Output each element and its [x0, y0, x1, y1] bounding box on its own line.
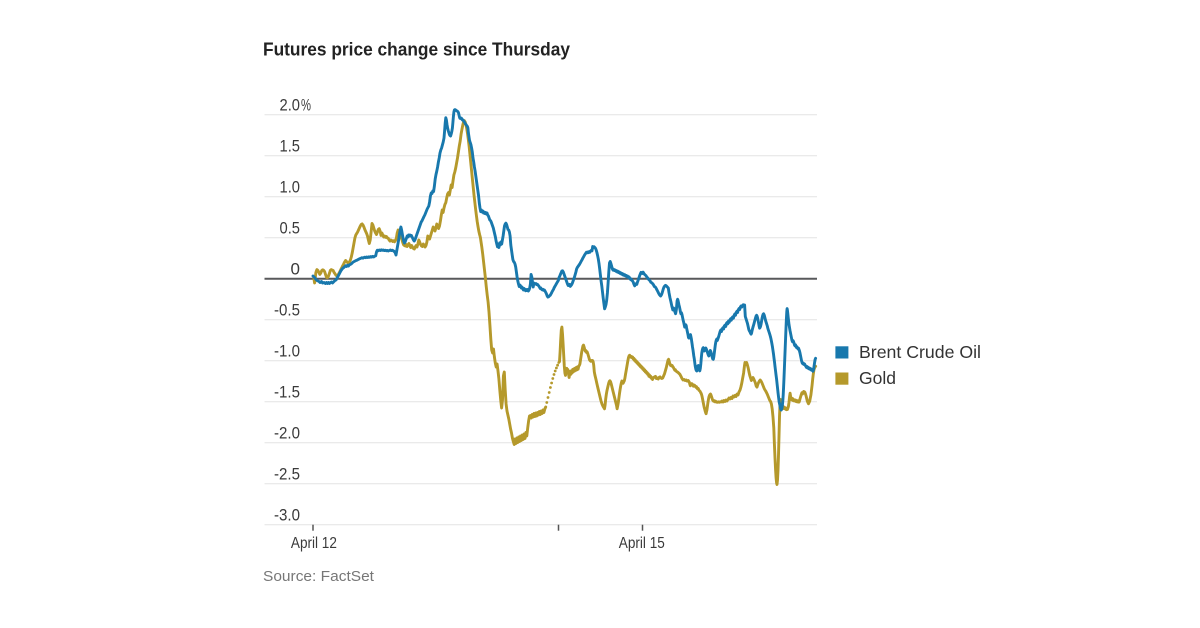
svg-text:-1.5: -1.5: [274, 383, 300, 402]
svg-text:0.5: 0.5: [280, 219, 301, 238]
svg-text:1.5: 1.5: [280, 137, 301, 156]
svg-text:%: %: [301, 95, 311, 114]
svg-text:0: 0: [291, 260, 300, 279]
svg-text:2.0: 2.0: [280, 96, 301, 115]
svg-text:-3.0: -3.0: [274, 506, 300, 525]
svg-text:-2.5: -2.5: [274, 465, 300, 484]
svg-text:Futures price change since Thu: Futures price change since Thursday: [263, 39, 571, 60]
svg-text:Brent Crude Oil: Brent Crude Oil: [859, 342, 981, 362]
svg-text:April 12: April 12: [291, 535, 337, 552]
svg-text:-0.5: -0.5: [274, 301, 300, 320]
svg-text:-1.0: -1.0: [274, 342, 300, 361]
svg-text:April 15: April 15: [619, 535, 665, 552]
svg-text:-2.0: -2.0: [274, 424, 300, 443]
svg-text:Gold: Gold: [859, 368, 896, 388]
svg-text:Source: FactSet: Source: FactSet: [263, 568, 375, 585]
svg-text:1.0: 1.0: [280, 178, 301, 197]
